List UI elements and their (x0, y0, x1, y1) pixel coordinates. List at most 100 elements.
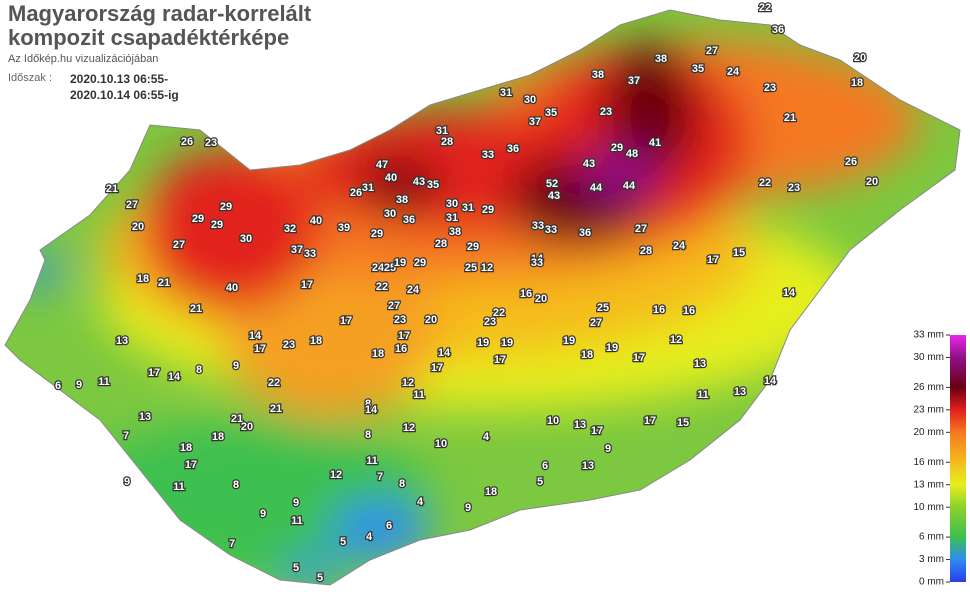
station-value: 13 (582, 460, 594, 472)
station-value: 18 (581, 349, 593, 361)
station-value: 30 (524, 94, 536, 106)
station-value: 5 (293, 562, 299, 574)
station-value: 36 (403, 214, 415, 226)
station-value: 29 (414, 257, 426, 269)
station-value: 12 (481, 262, 493, 274)
station-value: 22 (759, 2, 771, 14)
station-value: 43 (413, 176, 425, 188)
station-value: 8 (196, 364, 202, 376)
station-value: 47 (376, 159, 388, 171)
station-value: 5 (317, 572, 323, 584)
station-value: 14 (764, 375, 777, 387)
station-value: 19 (394, 257, 406, 269)
station-value: 18 (310, 335, 322, 347)
station-value: 8 (399, 478, 405, 490)
legend-label: 20 mm (913, 427, 944, 438)
station-value: 17 (398, 330, 410, 342)
station-value: 32 (284, 223, 296, 235)
legend-label: 10 mm (913, 502, 944, 513)
station-value: 19 (477, 337, 489, 349)
station-value: 9 (124, 476, 130, 488)
station-value: 31 (462, 202, 474, 214)
station-value: 8 (365, 429, 371, 441)
station-value: 9 (293, 497, 299, 509)
station-value: 13 (574, 419, 586, 431)
station-value: 24 (372, 262, 385, 274)
station-value: 11 (173, 481, 185, 493)
legend-label: 3 mm (919, 554, 944, 565)
station-value: 27 (173, 239, 185, 251)
station-value: 15 (677, 417, 689, 429)
station-value: 33 (482, 149, 494, 161)
station-value: 23 (600, 106, 612, 118)
station-value: 14 (438, 347, 451, 359)
station-value: 13 (139, 411, 151, 423)
legend-label: 13 mm (913, 479, 944, 490)
station-value: 9 (260, 508, 266, 520)
title: Magyarország radar-korrelált kompozit csa… (8, 2, 311, 50)
legend-label: 33 mm (913, 330, 944, 341)
station-value: 18 (485, 486, 497, 498)
station-value: 18 (372, 348, 384, 360)
station-value: 28 (441, 136, 453, 148)
station-value: 17 (340, 315, 352, 327)
station-value: 18 (212, 431, 224, 443)
station-value: 20 (241, 421, 253, 433)
station-value: 25 (384, 262, 396, 274)
station-value: 7 (229, 538, 235, 550)
station-value: 12 (403, 422, 415, 434)
station-value: 36 (772, 24, 784, 36)
station-value: 43 (548, 190, 560, 202)
station-value: 4 (483, 431, 490, 443)
station-value: 27 (706, 45, 718, 57)
station-value: 40 (310, 215, 322, 227)
station-value: 26 (845, 156, 857, 168)
station-value: 13 (694, 358, 706, 370)
station-value: 38 (592, 69, 604, 81)
station-value: 40 (385, 172, 397, 184)
station-value: 17 (707, 254, 719, 266)
station-value: 20 (866, 176, 878, 188)
station-value: 29 (220, 201, 232, 213)
legend-label: 26 mm (913, 382, 944, 393)
station-value: 6 (542, 460, 548, 472)
station-value: 14 (249, 330, 262, 342)
station-value: 28 (435, 238, 447, 250)
station-value: 31 (446, 212, 458, 224)
station-value: 21 (106, 183, 118, 195)
station-value: 8 (365, 398, 371, 410)
station-value: 30 (384, 208, 396, 220)
station-value: 52 (546, 178, 558, 190)
station-value: 17 (633, 352, 645, 364)
station-value: 33 (545, 224, 557, 236)
station-value: 18 (851, 77, 863, 89)
station-value: 12 (330, 469, 342, 481)
station-value: 5 (340, 536, 346, 548)
station-value: 33 (304, 248, 316, 260)
station-value: 17 (185, 459, 197, 471)
station-value: 36 (579, 227, 591, 239)
station-value: 22 (493, 307, 505, 319)
station-value: 21 (158, 277, 170, 289)
station-value: 44 (590, 182, 603, 194)
station-value: 17 (644, 415, 656, 427)
station-value: 20 (132, 221, 144, 233)
station-value: 35 (545, 107, 557, 119)
station-value: 14 (365, 404, 378, 416)
station-value: 29 (192, 213, 204, 225)
station-value: 37 (628, 75, 640, 87)
station-value: 40 (226, 282, 238, 294)
station-value: 16 (683, 305, 695, 317)
station-value: 27 (126, 199, 138, 211)
station-value: 17 (301, 279, 313, 291)
station-value: 39 (338, 222, 350, 234)
station-value: 33 (532, 220, 544, 232)
station-value: 29 (611, 142, 623, 154)
station-value: 31 (500, 87, 512, 99)
station-value: 11 (413, 389, 425, 401)
station-value: 35 (427, 179, 439, 191)
station-value: 14 (531, 253, 544, 265)
legend-label: 30 mm (913, 352, 944, 363)
station-value: 24 (407, 284, 420, 296)
station-value: 11 (98, 376, 110, 388)
